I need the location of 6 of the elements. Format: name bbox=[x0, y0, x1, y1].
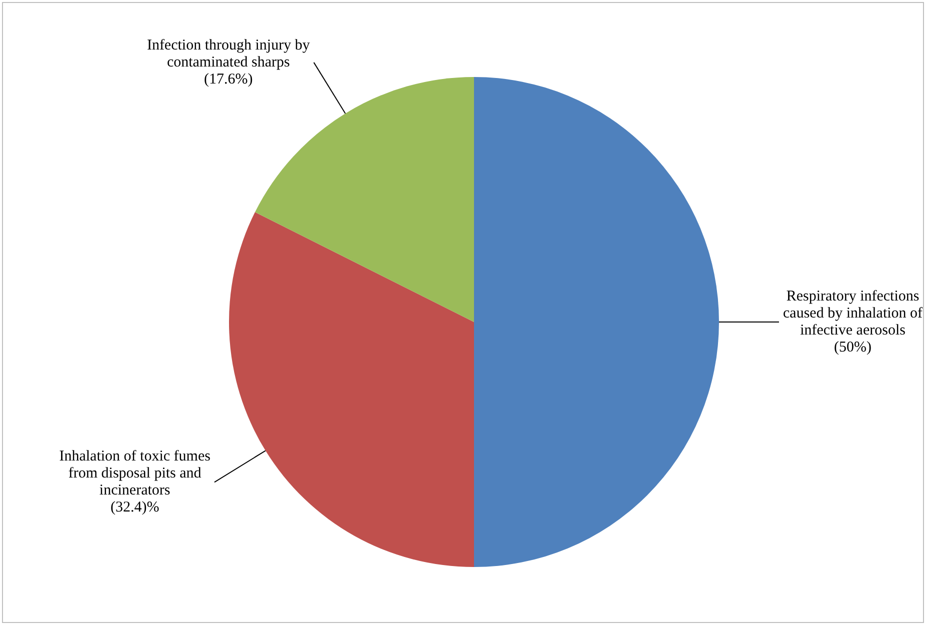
slice-label: Inhalation of toxic fumes from disposal pits and incinerators bbox=[59, 448, 211, 499]
slice-label: Infection through injury by contaminated sharps bbox=[146, 37, 310, 70]
data-label: (32.4)% bbox=[110, 500, 160, 516]
slice-label: Respiratory infections caused by inhalation of infective aerosols bbox=[782, 288, 923, 338]
data-label: (17.6%) bbox=[204, 71, 253, 88]
data-label: (50%) bbox=[834, 339, 872, 356]
